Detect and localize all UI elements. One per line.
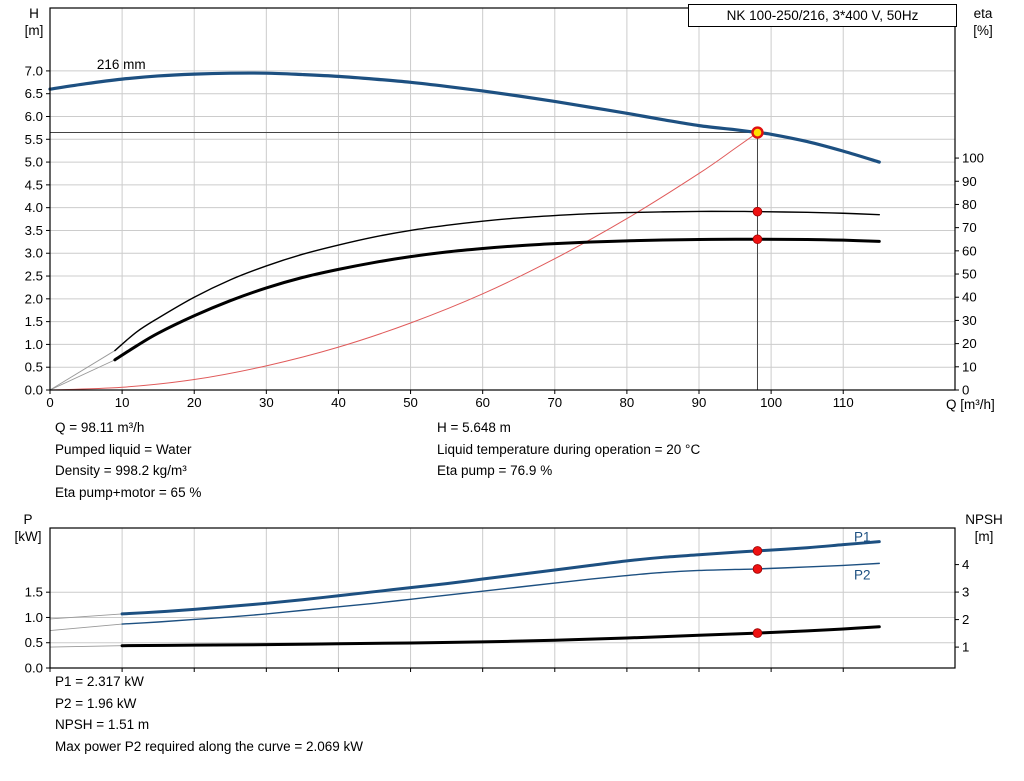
svg-text:5.5: 5.5 xyxy=(25,132,43,147)
duty-point-dot xyxy=(752,546,763,556)
head-curve-216mm xyxy=(48,71,881,164)
svg-text:4.5: 4.5 xyxy=(25,177,43,192)
svg-text:60: 60 xyxy=(475,395,490,410)
p2-curve xyxy=(121,562,880,625)
h-axis-unit: [m] xyxy=(24,23,44,38)
pump-model-box: NK 100-250/216, 3*400 V, 50Hz xyxy=(688,4,957,27)
svg-text:90: 90 xyxy=(962,174,977,189)
info-line-head: H = 5.648 m xyxy=(437,420,511,435)
eta-axis-unit: [%] xyxy=(973,23,993,38)
svg-text:90: 90 xyxy=(692,395,707,410)
info-line-temperature: Liquid temperature during operation = 20… xyxy=(437,441,701,457)
impeller-diameter-label: 216 mm xyxy=(97,57,146,72)
power-info-block: P1 = 2.317 kW P2 = 1.96 kW NPSH = 1.51 m… xyxy=(55,671,363,757)
svg-text:40: 40 xyxy=(331,395,346,410)
svg-text:1.5: 1.5 xyxy=(25,314,43,329)
svg-text:0.0: 0.0 xyxy=(25,383,43,398)
svg-text:0.5: 0.5 xyxy=(25,360,43,375)
svg-text:80: 80 xyxy=(620,395,635,410)
svg-text:2.5: 2.5 xyxy=(25,269,43,284)
svg-text:5.0: 5.0 xyxy=(25,155,43,170)
info-line-density: Density = 998.2 kg/m³ xyxy=(55,463,187,479)
duty-point-dot xyxy=(752,206,763,217)
svg-text:1.5: 1.5 xyxy=(25,585,43,600)
npsh-curve xyxy=(120,625,881,648)
svg-text:1: 1 xyxy=(962,640,969,655)
svg-text:30: 30 xyxy=(962,313,977,328)
svg-text:4.0: 4.0 xyxy=(25,200,43,215)
info-line-eta-pump: Eta pump = 76.9 % xyxy=(437,463,553,479)
p-axis-symbol: P xyxy=(23,512,33,527)
q-axis-title: Q [m³/h] xyxy=(946,397,995,412)
info-line-eta-total: Eta pump+motor = 65 % xyxy=(55,484,202,500)
svg-text:4: 4 xyxy=(962,557,969,572)
p-axis-unit: [kW] xyxy=(14,529,42,544)
eta-pump-motor-curve xyxy=(113,237,881,362)
svg-text:100: 100 xyxy=(962,151,984,166)
eta-axis-title: eta [%] xyxy=(960,5,1006,39)
info-line-p1: P1 = 2.317 kW xyxy=(55,674,144,689)
info-line-flow: Q = 98.11 m³/h xyxy=(55,420,145,435)
svg-text:50: 50 xyxy=(962,267,977,282)
svg-text:2: 2 xyxy=(962,612,969,627)
duty-point-dot xyxy=(752,234,763,245)
p-axis-title: P [kW] xyxy=(8,511,48,545)
duty-point-dot xyxy=(752,564,763,574)
h-axis-title: H [m] xyxy=(16,5,52,39)
system-curve xyxy=(49,132,758,391)
svg-text:20: 20 xyxy=(962,336,977,351)
svg-text:20: 20 xyxy=(187,395,202,410)
info-line-max-p2: Max power P2 required along the curve = … xyxy=(55,738,364,754)
svg-text:70: 70 xyxy=(962,220,977,235)
npsh-axis-symbol: NPSH xyxy=(965,512,1003,527)
info-line-p2: P2 = 1.96 kW xyxy=(55,695,137,711)
svg-text:3.0: 3.0 xyxy=(25,246,43,261)
svg-text:0.0: 0.0 xyxy=(25,661,43,676)
svg-text:7.0: 7.0 xyxy=(25,63,43,78)
info-line-liquid: Pumped liquid = Water xyxy=(55,441,192,457)
p2-curve-label: P2 xyxy=(854,568,871,583)
duty-info-right-column: H = 5.648 m Liquid temperature during op… xyxy=(437,417,700,482)
power-npsh-chart[interactable]: P1 P2 0.0 0.5 1.0 1.5 1 2 3 4 xyxy=(0,505,1024,685)
p1-curve-label: P1 xyxy=(854,530,871,545)
svg-text:10: 10 xyxy=(115,395,130,410)
svg-text:1.0: 1.0 xyxy=(25,337,43,352)
svg-text:6.5: 6.5 xyxy=(25,86,43,101)
npsh-axis-unit: [m] xyxy=(974,529,994,544)
operating-point-marker[interactable] xyxy=(751,126,764,139)
info-line-npsh: NPSH = 1.51 m xyxy=(55,717,150,733)
svg-text:0.5: 0.5 xyxy=(25,635,43,650)
svg-text:100: 100 xyxy=(760,395,782,410)
svg-text:0: 0 xyxy=(46,395,53,410)
svg-text:50: 50 xyxy=(403,395,418,410)
h-axis-symbol: H xyxy=(29,6,39,21)
duty-info-left-column: Q = 98.11 m³/h Pumped liquid = Water Den… xyxy=(55,417,201,503)
npsh-axis-title: NPSH [m] xyxy=(956,511,1012,545)
svg-text:80: 80 xyxy=(962,197,977,212)
svg-text:6.0: 6.0 xyxy=(25,109,43,124)
svg-text:70: 70 xyxy=(547,395,562,410)
p1-curve xyxy=(120,540,881,616)
svg-text:3: 3 xyxy=(962,585,969,600)
svg-text:3.5: 3.5 xyxy=(25,223,43,238)
svg-text:60: 60 xyxy=(962,243,977,258)
svg-text:0: 0 xyxy=(962,383,969,398)
eta-pump-curve xyxy=(114,210,880,352)
eta-axis-symbol: eta xyxy=(973,6,993,21)
svg-text:30: 30 xyxy=(259,395,274,410)
duty-point-dot xyxy=(752,628,763,638)
svg-text:1.0: 1.0 xyxy=(25,610,43,625)
hq-eta-chart[interactable]: 216 mm0 10 20 30 40 50 60 70 80 90 100 1100.00.51.0… xyxy=(0,0,1024,420)
svg-text:2.0: 2.0 xyxy=(25,291,43,306)
svg-text:40: 40 xyxy=(962,290,977,305)
svg-text:110: 110 xyxy=(833,395,854,410)
svg-text:10: 10 xyxy=(962,359,977,374)
